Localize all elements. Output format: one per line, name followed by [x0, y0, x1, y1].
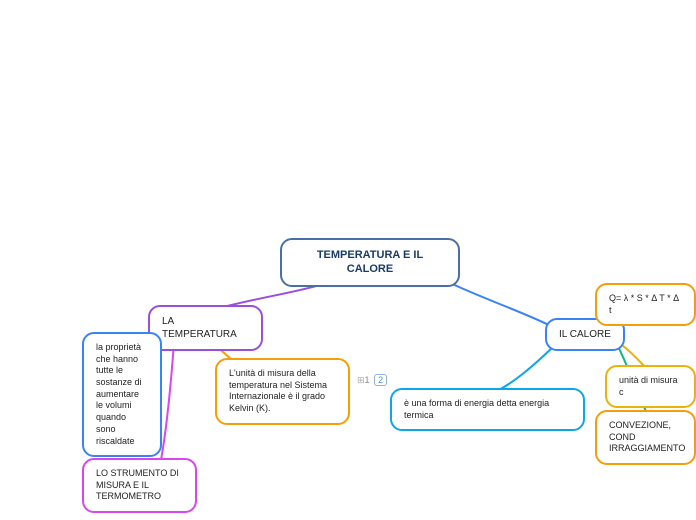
node-label: Q= λ * S * Δ T * Δ t	[609, 293, 679, 315]
node-temperatura[interactable]: LA TEMPERATURA	[148, 305, 263, 351]
node-label: è una forma di energia detta energia ter…	[404, 398, 549, 420]
node-proprieta[interactable]: la proprietà che hanno tutte le sostanze…	[82, 332, 162, 457]
node-label: LA TEMPERATURA	[162, 316, 237, 340]
badge-count: 2	[374, 374, 387, 386]
badge-icon: ⊞	[357, 375, 365, 385]
node-label: LO STRUMENTO DI MISURA E IL TERMOMETRO	[96, 468, 179, 501]
attachment-badge[interactable]: ⊞1 2	[357, 374, 387, 386]
node-label: la proprietà che hanno tutte le sostanze…	[96, 342, 142, 446]
node-root[interactable]: TEMPERATURA E IL CALORE	[280, 238, 460, 287]
node-strumento[interactable]: LO STRUMENTO DI MISURA E IL TERMOMETRO	[82, 458, 197, 513]
node-energia[interactable]: è una forma di energia detta energia ter…	[390, 388, 585, 431]
node-convezione[interactable]: CONVEZIONE, COND IRRAGGIAMENTO	[595, 410, 696, 465]
badge-one: 1	[365, 375, 370, 385]
node-formula[interactable]: Q= λ * S * Δ T * Δ t	[595, 283, 696, 326]
node-label: CONVEZIONE, COND IRRAGGIAMENTO	[609, 420, 685, 453]
node-label: unità di misura c	[619, 375, 678, 397]
node-unita_cal[interactable]: unità di misura c	[605, 365, 696, 408]
node-unita_temp[interactable]: L'unità di misura della temperatura nel …	[215, 358, 350, 425]
node-label: L'unità di misura della temperatura nel …	[229, 368, 327, 413]
node-label: TEMPERATURA E IL CALORE	[317, 249, 423, 275]
node-label: IL CALORE	[559, 329, 611, 340]
